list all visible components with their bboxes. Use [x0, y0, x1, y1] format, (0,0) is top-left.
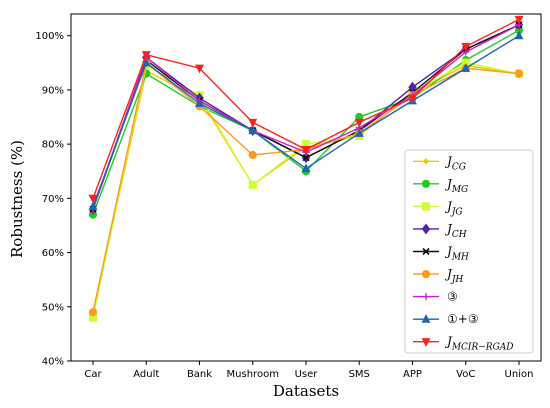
data-point	[514, 69, 524, 78]
legend-item: JJG	[413, 199, 463, 217]
legend-item: JMCIR−RGAD	[413, 335, 513, 353]
x-tick-label: Adult	[133, 369, 159, 380]
legend-swatch-marker	[421, 179, 431, 188]
data-point	[248, 118, 258, 128]
data-point	[248, 150, 257, 160]
data-point	[514, 15, 524, 25]
data-point	[302, 154, 310, 162]
data-point	[408, 94, 417, 104]
legend-label: JMH	[444, 245, 469, 263]
data-point	[354, 128, 364, 137]
legend-label: JCG	[444, 154, 466, 172]
legend-swatch-marker	[421, 202, 431, 211]
x-axis-title: Datasets	[273, 382, 339, 400]
legend-item: JJH	[413, 267, 463, 285]
y-tick-label: 90%	[42, 85, 64, 96]
y-tick-label: 70%	[42, 194, 64, 205]
legend-swatch-marker	[421, 338, 431, 347]
legend-label: ①+③	[447, 312, 479, 326]
legend-label: JJG	[444, 199, 463, 217]
legend-label: ③	[447, 290, 458, 304]
legend-label: JMG	[444, 177, 468, 195]
legend-swatch-marker	[421, 313, 431, 323]
y-tick-label: 100%	[35, 31, 64, 42]
data-point	[514, 30, 524, 40]
x-tick-label: Bank	[187, 369, 212, 380]
legend-item: JMG	[413, 177, 468, 195]
y-tick-label: 50%	[42, 302, 64, 313]
data-point	[248, 180, 257, 189]
data-point	[195, 98, 204, 108]
x-tick-label: User	[295, 369, 319, 380]
legend-item: JCH	[413, 222, 467, 240]
x-tick-label: Union	[505, 369, 534, 380]
y-tick-label: 40%	[42, 357, 64, 368]
data-point	[301, 163, 311, 173]
legend-box	[404, 149, 534, 354]
data-point	[248, 125, 258, 135]
x-tick-label: Mushroom	[227, 369, 279, 380]
series-8	[88, 15, 524, 204]
legend: JCG JMG JJG JCH JMH JJH ③ ①+③ JMCIR−RGAD	[404, 149, 534, 354]
legend-label: JCH	[444, 222, 467, 240]
legend-swatch-marker	[421, 269, 431, 279]
x-tick-label: Car	[84, 369, 102, 380]
data-point	[354, 118, 364, 128]
y-tick-label: 80%	[42, 140, 64, 151]
data-point	[141, 51, 151, 60]
legend-swatch-marker	[421, 223, 431, 235]
legend-label: JMCIR−RGAD	[444, 335, 513, 353]
legend-item: JCG	[413, 154, 466, 172]
x-b	[302, 154, 310, 162]
legend-label: JJH	[444, 267, 463, 285]
legend-item: JMH	[413, 245, 469, 263]
axes-layer: 40% 50% 60% 70% 80% 90% 100% Car Adult Bank Mushro…	[35, 13, 542, 380]
data-point	[88, 194, 98, 204]
data-point	[88, 308, 98, 317]
x-tick-label: SMS	[349, 369, 370, 380]
y-axis-title: Robustness (%)	[8, 140, 26, 258]
legend-item: ①+③	[413, 312, 479, 326]
legend-swatch-marker	[422, 247, 430, 256]
data-point	[195, 64, 204, 74]
legend-swatch-marker	[422, 293, 430, 301]
data-point	[301, 145, 311, 155]
legend-item: ③	[413, 290, 458, 304]
series-layer	[88, 15, 524, 322]
legend-swatch-marker	[423, 157, 429, 165]
y-tick-label: 60%	[42, 248, 64, 259]
data-point	[141, 57, 151, 67]
x-b	[422, 247, 430, 256]
x-tick-label: APP	[403, 369, 422, 380]
data-point	[461, 63, 471, 72]
data-point	[88, 201, 98, 211]
x-tick-label: VoC	[456, 369, 475, 380]
data-point	[461, 42, 471, 52]
